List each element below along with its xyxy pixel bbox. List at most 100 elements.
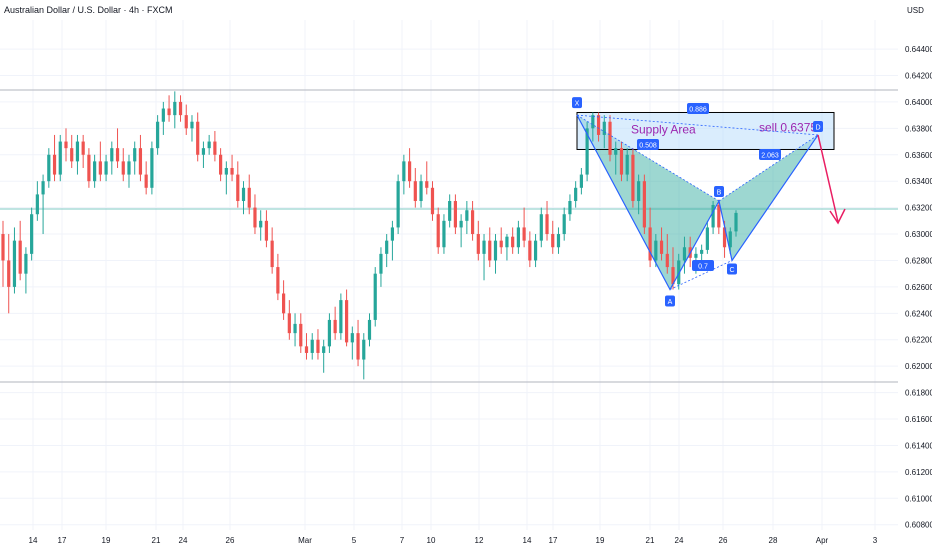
candle-body <box>247 187 251 208</box>
x-tick-label: 14 <box>523 536 532 545</box>
candle-body <box>58 141 62 175</box>
candle-body <box>293 323 297 334</box>
x-tick-label: 3 <box>873 536 878 545</box>
y-tick-label: 0.64000 <box>905 98 932 107</box>
candle-body <box>322 346 326 353</box>
x-tick-label: 12 <box>475 536 484 545</box>
pattern-point-tag[interactable] <box>665 295 675 307</box>
candle-body <box>350 333 354 343</box>
pattern-point-tag[interactable] <box>727 263 737 275</box>
x-tick-label: 21 <box>152 536 161 545</box>
pattern-point-x: X <box>575 101 580 108</box>
ratio-tag-bg <box>759 149 781 160</box>
candle-body <box>178 101 183 116</box>
y-tick-label: 0.64200 <box>905 71 932 80</box>
candle-body <box>253 207 257 228</box>
candle-body <box>436 214 440 248</box>
y-tick-label: 0.63800 <box>905 124 932 133</box>
harmonic-pattern[interactable]: Supply Area sell 0.6375 <box>576 111 835 290</box>
pattern-point-d: D <box>815 124 820 131</box>
candle-body <box>631 154 635 202</box>
candle-body <box>173 101 177 116</box>
pattern-point-tag[interactable] <box>572 97 582 109</box>
xd-retracement-line <box>576 114 819 136</box>
candle-body <box>144 174 148 188</box>
candle-body <box>591 115 595 129</box>
y-tick-label: 0.63400 <box>905 177 932 186</box>
candle-body <box>150 148 154 188</box>
candle-body <box>533 240 538 261</box>
x-tick-label: Mar <box>298 536 312 545</box>
candle-body <box>339 300 343 334</box>
candle-body <box>362 339 366 360</box>
candle-body <box>64 141 68 149</box>
x-tick-label: 26 <box>226 536 235 545</box>
pattern-triangle-xab <box>577 115 719 290</box>
candle-body <box>18 240 22 274</box>
candle-body <box>453 201 457 228</box>
time-axis[interactable]: 14 17 19 21 24 26 Mar 5 7 10 12 14 17 19 21 24 26 28 Apr 3 <box>29 536 878 545</box>
candle-body <box>430 187 435 215</box>
pattern-point-tag[interactable] <box>714 186 724 198</box>
candle-body <box>81 141 85 155</box>
candle-body <box>562 214 566 235</box>
y-tick-label: 0.63200 <box>905 204 932 213</box>
chart-title: Australian Dollar / U.S. Dollar · 4h · F… <box>4 5 173 15</box>
candle-body <box>677 260 681 285</box>
candle-body <box>41 181 45 195</box>
candle-body <box>482 240 486 254</box>
x-tick-label: 21 <box>646 536 655 545</box>
candle-body <box>127 161 131 175</box>
candle-body <box>596 115 601 135</box>
candle-body <box>230 167 234 175</box>
y-tick-label: 0.60800 <box>905 521 932 530</box>
candle-body <box>7 260 11 287</box>
candle-body <box>516 227 520 248</box>
ratio-tag-bg <box>692 260 714 271</box>
candle-body <box>282 293 286 314</box>
candle-body <box>270 240 274 268</box>
candle-body <box>276 267 280 294</box>
candle-body <box>654 240 658 261</box>
candle-body <box>476 234 480 254</box>
candle-body <box>637 181 641 202</box>
candle-body <box>568 201 572 215</box>
x-tick-label: 7 <box>400 536 405 545</box>
candle-body <box>425 181 429 188</box>
pattern-point-tag[interactable] <box>813 120 823 132</box>
candle-body <box>98 161 102 175</box>
x-tick-label: 19 <box>596 536 605 545</box>
candle-body <box>511 236 515 248</box>
y-tick-label: 0.62400 <box>905 309 932 318</box>
arrow-head <box>829 208 846 225</box>
candle-body <box>24 253 28 274</box>
pattern-point-b: B <box>717 190 722 197</box>
ratio-tag-bg <box>687 103 709 114</box>
sell-level-label: sell 0.6375 <box>759 120 817 134</box>
candle-body <box>121 161 125 175</box>
x-tick-label: 5 <box>352 536 357 545</box>
candle-body <box>35 194 39 215</box>
candle-body <box>333 319 337 334</box>
supply-zone-box[interactable] <box>576 111 835 150</box>
candle-body <box>241 187 246 202</box>
candle-body <box>470 210 475 235</box>
x-tick-label: 26 <box>719 536 728 545</box>
x-tick-label: 19 <box>102 536 111 545</box>
candle-body <box>539 214 543 241</box>
pattern-overlay[interactable]: 0.886 0.508 0.7 2.063 X A B C D <box>572 97 846 307</box>
x-tick-label: 24 <box>179 536 188 545</box>
candle-body <box>574 187 578 202</box>
currency-label: USD <box>907 6 924 15</box>
candle-body <box>396 181 400 228</box>
candle-body <box>47 154 51 182</box>
price-axis[interactable]: 0.64400 0.64200 0.64000 0.63800 0.63600 0.634… <box>905 45 932 530</box>
x-tick-label: 24 <box>675 536 684 545</box>
candle-body <box>734 212 738 232</box>
candle-body <box>110 148 114 162</box>
y-tick-label: 0.64400 <box>905 45 932 54</box>
candle-body <box>722 227 727 248</box>
pattern-triangle-bcd <box>719 134 818 261</box>
candle-body <box>304 346 309 353</box>
